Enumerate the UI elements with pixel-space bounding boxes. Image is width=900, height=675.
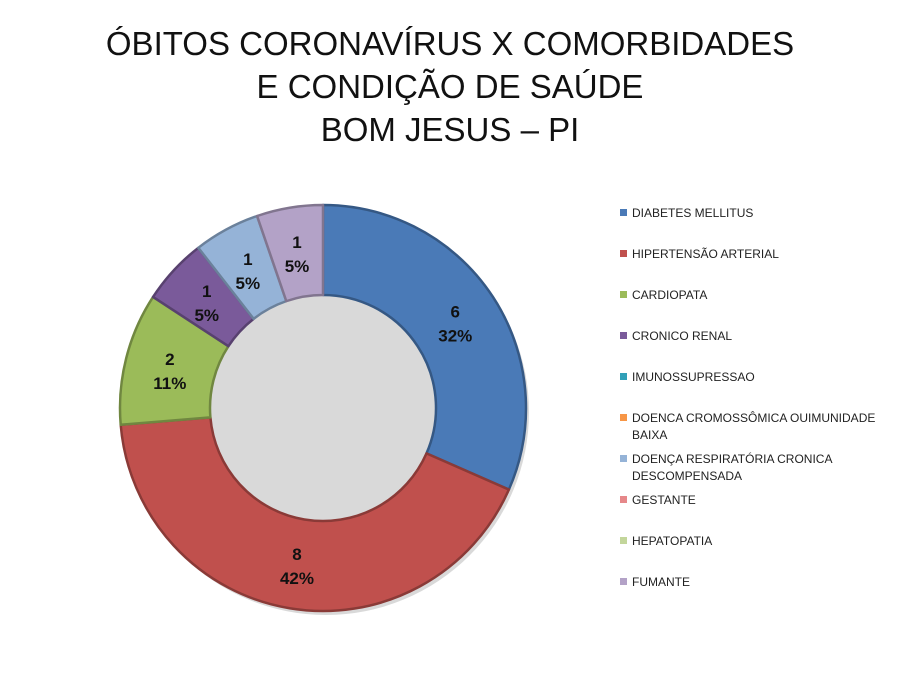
legend-label: CRONICO RENAL — [632, 329, 733, 343]
data-label-percent-0: 32% — [438, 327, 472, 346]
chart-title-line-3: BOM JESUS – PI — [320, 111, 580, 148]
data-label-count-1: 8 — [292, 545, 301, 564]
chart-title: ÓBITOS CORONAVÍRUS X COMORBIDADES E COND… — [0, 22, 900, 151]
legend-item: HIPERTENSÃO ARTERIAL — [620, 246, 890, 263]
legend-item: CRONICO RENAL — [620, 328, 890, 345]
legend-item: CARDIOPATA — [620, 287, 890, 304]
legend-item: DOENCA CROMOSSÔMICA OUIMUNIDADE BAIXA — [620, 410, 890, 444]
data-label-count-3: 1 — [202, 282, 211, 301]
legend-label: CARDIOPATA — [632, 288, 708, 302]
legend-swatch — [620, 414, 627, 421]
legend-swatch — [620, 496, 627, 503]
legend-swatch — [620, 455, 627, 462]
legend-swatch — [620, 373, 627, 380]
data-label-percent-3: 5% — [194, 306, 219, 325]
legend-item: IMUNOSSUPRESSAO — [620, 369, 890, 386]
data-label-count-0: 6 — [451, 303, 460, 322]
data-label-percent-9: 5% — [285, 257, 310, 276]
legend-swatch — [620, 332, 627, 339]
legend-item: HEPATOPATIA — [620, 533, 890, 550]
donut-slice-9 — [255, 203, 325, 303]
chart-title-line-1: ÓBITOS CORONAVÍRUS X COMORBIDADES — [105, 25, 795, 62]
legend-swatch — [620, 578, 627, 585]
legend-item: FUMANTE — [620, 574, 890, 591]
legend-item: DOENÇA RESPIRATÓRIA CRONICA DESCOMPENSAD… — [620, 451, 890, 485]
donut-slice-0 — [321, 203, 528, 491]
legend-item: GESTANTE — [620, 492, 890, 509]
legend-label: FUMANTE — [632, 575, 690, 589]
data-label-percent-6: 5% — [236, 274, 261, 293]
legend-item: DIABETES MELLITUS — [620, 205, 890, 222]
legend-swatch — [620, 537, 627, 544]
legend-label: DOENÇA RESPIRATÓRIA CRONICA DESCOMPENSAD… — [632, 452, 832, 483]
data-label-count-2: 2 — [165, 350, 174, 369]
legend-label: HIPERTENSÃO ARTERIAL — [632, 247, 779, 261]
data-label-count-6: 1 — [243, 250, 252, 269]
legend-label: HEPATOPATIA — [632, 534, 713, 548]
chart-title-line-2: E CONDIÇÃO DE SAÚDE — [256, 68, 644, 105]
donut-slice-1 — [119, 416, 511, 613]
legend-swatch — [620, 209, 627, 216]
legend-swatch — [620, 291, 627, 298]
legend-label: DIABETES MELLITUS — [632, 206, 754, 220]
data-label-count-9: 1 — [292, 233, 301, 252]
legend-swatch — [620, 250, 627, 257]
legend-label: IMUNOSSUPRESSAO — [632, 370, 755, 384]
data-label-percent-1: 42% — [280, 569, 314, 588]
data-label-percent-2: 11% — [153, 374, 186, 393]
legend-label: GESTANTE — [632, 493, 696, 507]
legend-label: DOENCA CROMOSSÔMICA OUIMUNIDADE BAIXA — [632, 411, 876, 442]
